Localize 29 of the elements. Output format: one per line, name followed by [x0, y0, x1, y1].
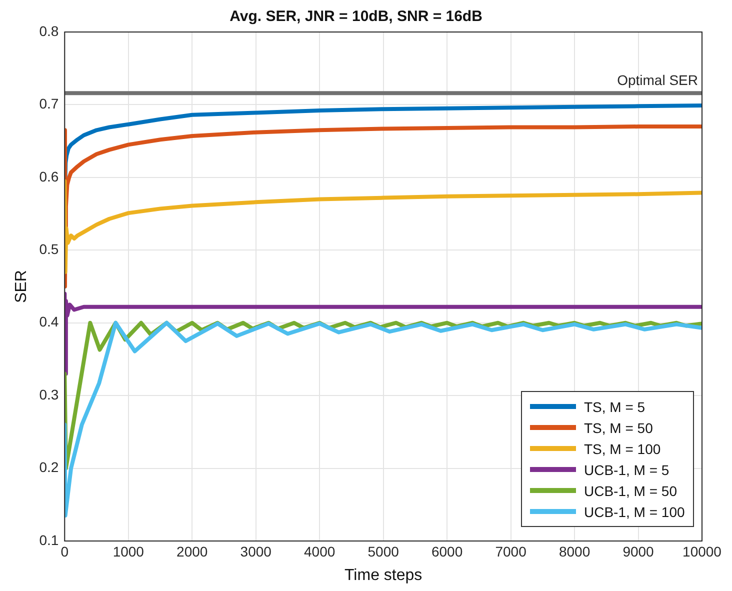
x-tick-label: 6000: [431, 543, 463, 560]
x-tick-label: 1000: [112, 543, 144, 560]
x-tick-label: 4000: [304, 543, 336, 560]
x-tick-label: 2000: [176, 543, 208, 560]
legend-label: UCB-1, M = 100: [584, 504, 685, 520]
y-tick-label: 0.2: [39, 459, 59, 476]
legend-label: TS, M = 50: [584, 420, 653, 436]
y-tick-label: 0.7: [39, 96, 59, 112]
y-tick-label: 0.4: [39, 314, 59, 330]
x-tick-label: 0: [60, 543, 69, 560]
legend-label: TS, M = 5: [584, 398, 646, 414]
y-axis-title: SER: [13, 270, 30, 303]
legend-label: UCB-1, M = 5: [584, 462, 670, 478]
x-tick-label: 3000: [240, 543, 272, 560]
x-axis-title: Time steps: [344, 566, 422, 584]
y-tick-label: 0.5: [39, 241, 59, 257]
y-tick-label: 0.1: [39, 532, 59, 548]
x-tick-label: 8000: [558, 543, 590, 560]
x-tick-label: 10000: [682, 543, 722, 560]
legend-label: UCB-1, M = 50: [584, 482, 677, 498]
x-tick-label: 9000: [622, 543, 654, 560]
y-tick-label: 0.8: [39, 22, 59, 39]
x-tick-label: 7000: [495, 543, 527, 560]
ref-line-label: Optimal SER: [617, 72, 698, 88]
x-tick-label: 5000: [368, 543, 400, 560]
y-tick-label: 0.6: [39, 168, 59, 184]
y-tick-label: 0.3: [39, 386, 59, 402]
legend-label: TS, M = 100: [584, 440, 661, 456]
chart-title: Avg. SER, JNR = 10dB, SNR = 16dB: [230, 8, 483, 26]
